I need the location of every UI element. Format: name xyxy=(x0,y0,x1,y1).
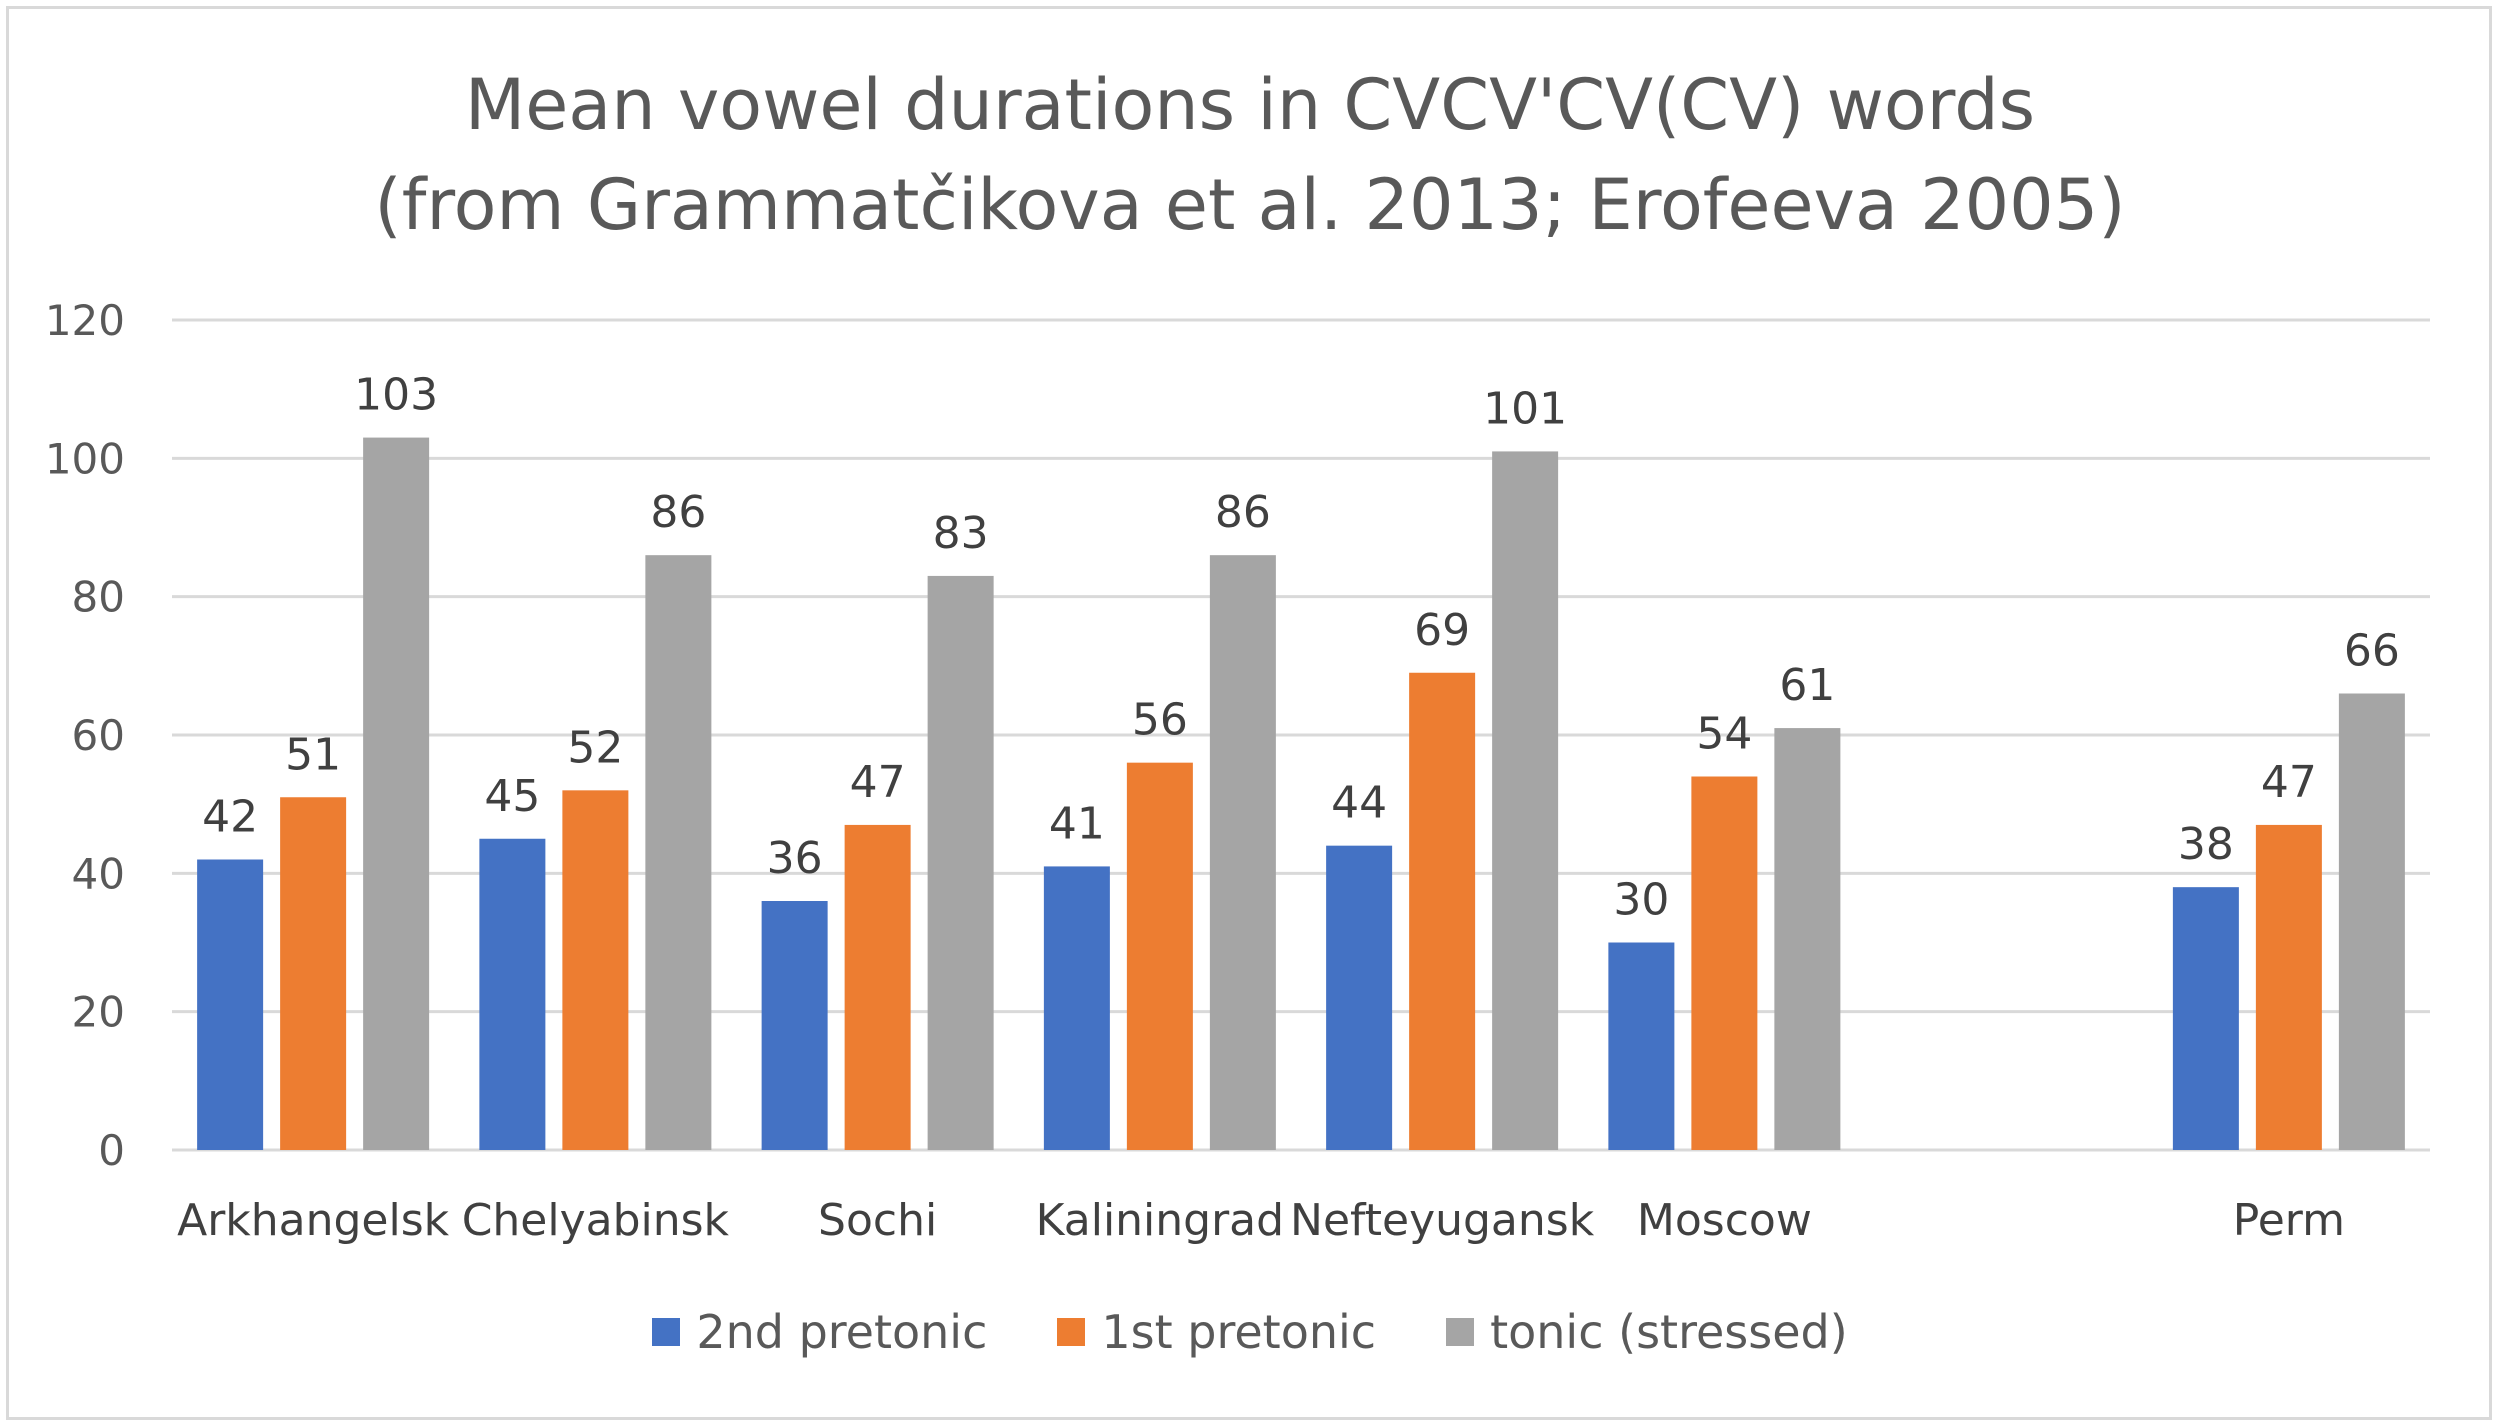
bar xyxy=(1492,451,1559,1151)
bar xyxy=(479,838,546,1150)
x-category-label: Perm xyxy=(2233,1195,2345,1246)
bar xyxy=(363,437,430,1150)
data-label: 45 xyxy=(484,771,540,822)
bar xyxy=(1326,845,1393,1150)
legend-swatch xyxy=(652,1318,681,1346)
x-category-label: Moscow xyxy=(1637,1195,1812,1246)
data-label: 47 xyxy=(2261,757,2317,808)
bar xyxy=(1126,762,1193,1150)
y-tick-label: 80 xyxy=(72,573,125,622)
y-tick-label: 100 xyxy=(45,434,125,483)
bar xyxy=(645,555,712,1150)
bar xyxy=(1043,866,1110,1150)
data-label: 51 xyxy=(285,729,341,780)
legend-swatch xyxy=(1057,1318,1086,1346)
data-label: 54 xyxy=(1696,709,1752,760)
data-label: 44 xyxy=(1331,778,1387,829)
legend-item: tonic (stressed) xyxy=(1446,1305,1848,1359)
data-label: 30 xyxy=(1613,875,1669,926)
data-label: 36 xyxy=(767,833,823,884)
bar xyxy=(2172,887,2239,1150)
legend-swatch xyxy=(1446,1318,1475,1346)
data-label: 101 xyxy=(1483,383,1567,434)
bar xyxy=(761,901,828,1150)
y-tick-label: 40 xyxy=(72,849,125,898)
x-category-label: Chelyabinsk xyxy=(462,1195,730,1246)
bar xyxy=(197,859,264,1150)
x-category-label: Arkhangelsk xyxy=(177,1195,450,1246)
bar xyxy=(2338,693,2405,1150)
y-tick-label: 20 xyxy=(72,988,125,1037)
x-category-label: Sochi xyxy=(818,1195,937,1246)
data-label: 86 xyxy=(650,487,706,538)
bar xyxy=(1409,672,1476,1150)
data-label: 56 xyxy=(1132,695,1188,746)
data-label: 41 xyxy=(1049,798,1105,849)
data-label: 52 xyxy=(567,722,623,773)
x-category-label: Nefteyugansk xyxy=(1290,1195,1595,1246)
bar xyxy=(1691,776,1758,1150)
data-label: 83 xyxy=(933,508,989,559)
bar xyxy=(927,575,994,1150)
bar xyxy=(1209,555,1276,1150)
data-label: 47 xyxy=(850,757,906,808)
y-tick-label: 60 xyxy=(72,711,125,760)
chart-title: Mean vowel durations in CVCV'CV(CV) word… xyxy=(464,64,2036,146)
bar xyxy=(280,797,347,1150)
bar xyxy=(2255,824,2322,1150)
data-label: 86 xyxy=(1215,487,1271,538)
legend-label: tonic (stressed) xyxy=(1490,1305,1848,1359)
data-label: 69 xyxy=(1414,605,1470,656)
bar xyxy=(844,824,911,1150)
bar xyxy=(1608,942,1675,1150)
y-tick-label: 120 xyxy=(45,296,125,345)
legend: 2nd pretonic 1st pretonic tonic (stressed) xyxy=(0,1305,2500,1359)
data-label: 61 xyxy=(1779,660,1835,711)
y-tick-label: 0 xyxy=(98,1126,125,1175)
x-category-label: Kaliningrad xyxy=(1036,1195,1284,1246)
chart-subtitle: (from Grammatčikova et al. 2013; Erofeev… xyxy=(374,164,2126,246)
legend-label: 2nd pretonic xyxy=(696,1305,988,1359)
bar xyxy=(1774,728,1841,1150)
legend-label: 1st pretonic xyxy=(1101,1305,1377,1359)
data-label: 103 xyxy=(354,370,438,421)
legend-item: 2nd pretonic xyxy=(652,1305,987,1359)
bar xyxy=(562,790,629,1150)
data-label: 38 xyxy=(2178,819,2234,870)
legend-item: 1st pretonic xyxy=(1057,1305,1376,1359)
data-label: 42 xyxy=(202,792,258,843)
data-label: 66 xyxy=(2344,626,2400,677)
